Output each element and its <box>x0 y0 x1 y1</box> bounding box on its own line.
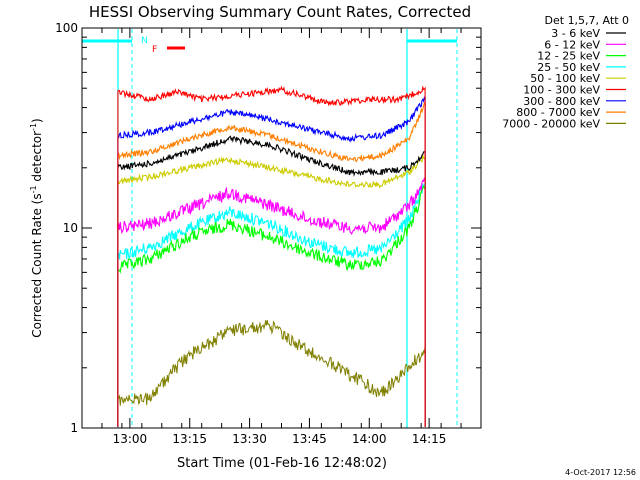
x-tick-label: 13:15 <box>172 432 207 446</box>
x-tick-label: 13:30 <box>232 432 267 446</box>
y-tick-label: 10 <box>63 221 78 235</box>
series-line-25-50keV <box>117 181 426 427</box>
y-axis-label-superscript1: -1 <box>29 185 38 193</box>
legend-label: 12 - 25 keV <box>537 50 600 63</box>
legend-label: 100 - 300 keV <box>523 84 600 97</box>
x-tick-label: 14:00 <box>352 432 387 446</box>
svg-text:Corrected Count Rate (s-1 dete: Corrected Count Rate (s-1 detector-1) <box>29 118 44 337</box>
flag-label-f: F <box>152 45 157 55</box>
series-line-300-800keV <box>117 96 426 427</box>
series-line-12-25keV <box>117 185 426 427</box>
legend-label: 800 - 7000 keV <box>516 106 600 119</box>
chart-title: HESSI Observing Summary Count Rates, Cor… <box>89 3 471 21</box>
flag-label-n: N <box>141 36 148 46</box>
legend-label: 25 - 50 keV <box>537 61 600 74</box>
legend-label: 50 - 100 keV <box>530 72 600 85</box>
y-tick-label: 1 <box>70 421 78 435</box>
x-tick-label: 14:15 <box>412 432 447 446</box>
y-axis-label-superscript2: -1 <box>29 123 38 131</box>
y-axis-label: Corrected Count Rate (s-1 detector-1) <box>29 118 44 337</box>
axes: 13:00 13:15 13:30 13:45 14:00 14:15 1 10 100 <box>55 21 482 446</box>
legend-label: 6 - 12 keV <box>544 38 600 51</box>
legend-label: 3 - 6 keV <box>551 27 600 40</box>
series-line-50-100keV <box>117 155 426 427</box>
y-axis-label-part2: detector <box>30 131 44 186</box>
timestamp: 4-Oct-2017 12:56 <box>565 468 636 477</box>
legend-header: Det 1,5,7, Att 0 <box>545 14 629 27</box>
x-tick-label: 13:45 <box>292 432 327 446</box>
series-line-3-6keV <box>117 135 426 427</box>
series-line-800-7000keV <box>117 102 426 427</box>
legend-label: 7000 - 20000 keV <box>502 117 600 130</box>
x-tick-label: 13:00 <box>113 432 148 446</box>
x-axis-label: Start Time (01-Feb-16 12:48:02) <box>177 456 387 471</box>
series-line-6-12keV <box>117 177 426 427</box>
legend-label: 300 - 800 keV <box>523 95 600 108</box>
series-line-7000-20000keV <box>117 320 426 427</box>
y-axis-label-part3: ) <box>30 118 44 123</box>
y-tick-label: 100 <box>55 21 78 35</box>
series-line-100-300keV <box>117 85 426 427</box>
y-axis-label-part1: Corrected Count Rate (s <box>30 193 44 337</box>
plot-area: NF <box>82 29 458 428</box>
